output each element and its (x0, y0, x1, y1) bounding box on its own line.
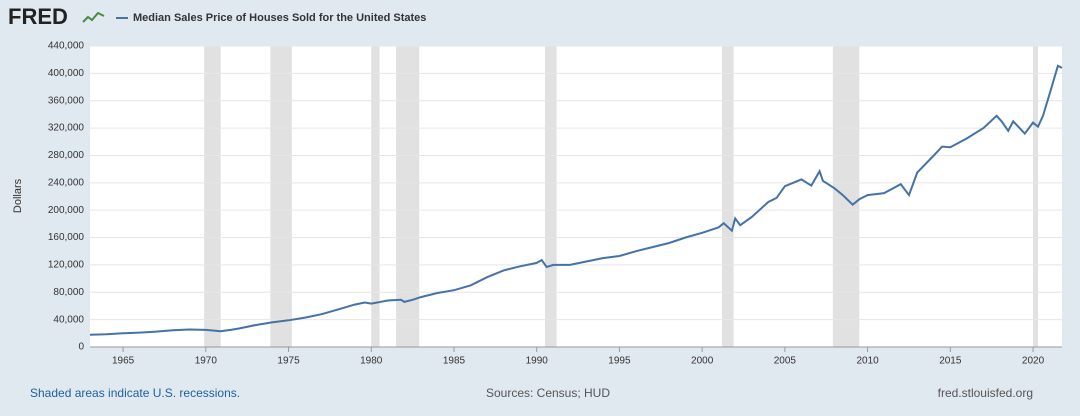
y-tick-label: 280,000 (48, 150, 85, 161)
x-tick-label: 1980 (360, 356, 383, 367)
logo: FRED (8, 4, 68, 29)
y-tick-label: 200,000 (48, 205, 85, 216)
data-line (89, 64, 1063, 336)
x-tick-label: 1965 (112, 356, 135, 367)
y-tick-label: 440,000 (48, 41, 85, 52)
x-tick-label: 1985 (443, 356, 466, 367)
x-tick-label: 2015 (939, 356, 962, 367)
y-tick-label: 240,000 (48, 177, 85, 188)
recession-band (1033, 46, 1039, 347)
y-tick-label: 360,000 (48, 95, 85, 106)
x-tick-label: 2005 (774, 356, 797, 367)
y-tick-label: 0 (78, 342, 84, 353)
plot-area (90, 46, 1062, 347)
recession-band (371, 46, 380, 347)
footer-note: Shaded areas indicate U.S. recessions. (30, 386, 240, 400)
y-tick-label: 40,000 (53, 314, 84, 325)
x-tick-label: 1975 (277, 356, 300, 367)
x-tick-label: 1995 (608, 356, 631, 367)
recession-band (270, 46, 292, 347)
y-axis-label: Dollars (12, 178, 24, 213)
recession-band (544, 46, 557, 347)
x-tick-label: 2020 (1022, 356, 1045, 367)
footer-source: Sources: Census; HUD (486, 386, 610, 400)
y-tick-label: 320,000 (48, 123, 85, 134)
logo-icon (82, 11, 105, 23)
x-tick-label: 2010 (856, 356, 879, 367)
legend-label: Median Sales Price of Houses Sold for th… (133, 12, 426, 24)
recession-band (396, 46, 420, 347)
recession-band (722, 46, 734, 347)
y-tick-label: 160,000 (48, 232, 85, 243)
x-tick-label: 1970 (195, 356, 218, 367)
recession-band (204, 46, 221, 347)
y-tick-label: 120,000 (48, 260, 85, 271)
footer-url: fred.stlouisfed.org (938, 386, 1033, 400)
y-tick-label: 80,000 (53, 287, 84, 298)
y-tick-label: 400,000 (48, 68, 85, 79)
x-tick-label: 2000 (691, 356, 714, 367)
recession-band (832, 46, 860, 347)
x-tick-label: 1990 (526, 356, 549, 367)
